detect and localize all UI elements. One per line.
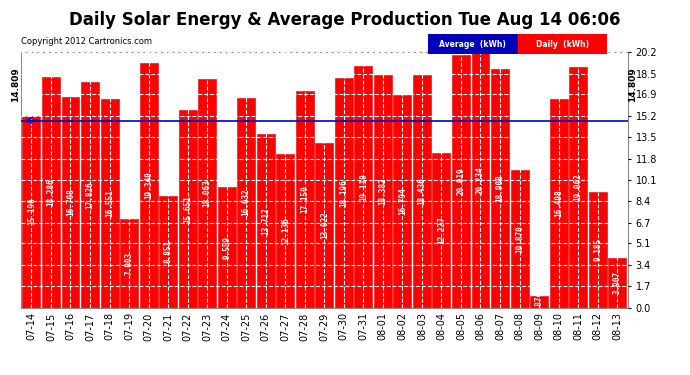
Text: 18.286: 18.286	[46, 178, 55, 206]
Bar	[491, 69, 509, 308]
Bar	[101, 99, 119, 308]
Bar	[257, 134, 275, 308]
Text: 17.826: 17.826	[86, 181, 95, 209]
Bar	[120, 219, 138, 308]
Bar	[296, 91, 314, 308]
Text: 18.063: 18.063	[203, 180, 212, 207]
Text: 0.874: 0.874	[535, 290, 544, 314]
Bar	[179, 110, 197, 308]
Bar	[530, 297, 548, 307]
Text: 19.110: 19.110	[359, 173, 368, 201]
Bar	[550, 99, 568, 308]
Text: 19.062: 19.062	[573, 173, 582, 201]
Text: 16.632: 16.632	[241, 189, 250, 216]
Bar	[433, 153, 451, 308]
Bar	[81, 82, 99, 308]
Bar	[61, 97, 79, 308]
Text: 16.498: 16.498	[554, 189, 563, 217]
Text: Average  (kWh): Average (kWh)	[440, 40, 506, 49]
Text: 15.196: 15.196	[27, 198, 36, 225]
Bar	[511, 170, 529, 308]
Text: 9.185: 9.185	[593, 238, 602, 261]
Text: 16.794: 16.794	[398, 188, 407, 215]
Text: 16.708: 16.708	[66, 188, 75, 216]
Text: 13.712: 13.712	[262, 207, 270, 235]
Text: 20.234: 20.234	[476, 166, 485, 194]
Bar	[355, 66, 373, 308]
Text: 12.136: 12.136	[281, 217, 290, 245]
Text: 18.382: 18.382	[378, 178, 387, 206]
Bar	[139, 63, 157, 308]
Bar	[315, 143, 333, 308]
Bar	[589, 192, 607, 308]
Bar	[335, 78, 353, 308]
Text: 18.908: 18.908	[495, 174, 504, 202]
Text: 7.003: 7.003	[125, 252, 134, 275]
Text: 14.809: 14.809	[11, 67, 20, 102]
Text: 14.809: 14.809	[629, 67, 638, 102]
Text: 3.907: 3.907	[613, 271, 622, 294]
Bar	[608, 258, 626, 308]
Text: 18.436: 18.436	[417, 177, 426, 205]
Text: 16.551: 16.551	[105, 189, 114, 217]
Text: Daily Solar Energy & Average Production Tue Aug 14 06:06: Daily Solar Energy & Average Production …	[69, 11, 621, 29]
Bar	[237, 98, 255, 308]
Text: Daily  (kWh): Daily (kWh)	[536, 40, 589, 49]
Text: 20.019: 20.019	[457, 167, 466, 195]
Bar	[452, 55, 470, 308]
Bar	[198, 80, 216, 308]
Bar	[42, 76, 60, 308]
Bar	[374, 75, 392, 308]
Text: 17.150: 17.150	[300, 185, 309, 213]
Bar	[276, 154, 294, 308]
Text: 18.196: 18.196	[339, 179, 348, 207]
Text: 13.022: 13.022	[319, 211, 329, 239]
Text: Copyright 2012 Cartronics.com: Copyright 2012 Cartronics.com	[21, 38, 152, 46]
Text: 15.651: 15.651	[183, 195, 192, 223]
Bar	[569, 67, 587, 308]
Bar	[471, 52, 489, 308]
Bar	[159, 196, 177, 308]
Bar	[413, 75, 431, 308]
Bar	[393, 96, 411, 308]
Text: 12.227: 12.227	[437, 216, 446, 244]
Text: 10.870: 10.870	[515, 225, 524, 253]
Bar	[23, 116, 41, 308]
Text: 19.340: 19.340	[144, 171, 153, 199]
Bar	[218, 187, 236, 308]
Text: 9.559: 9.559	[222, 236, 231, 259]
Text: 8.851: 8.851	[164, 240, 172, 263]
